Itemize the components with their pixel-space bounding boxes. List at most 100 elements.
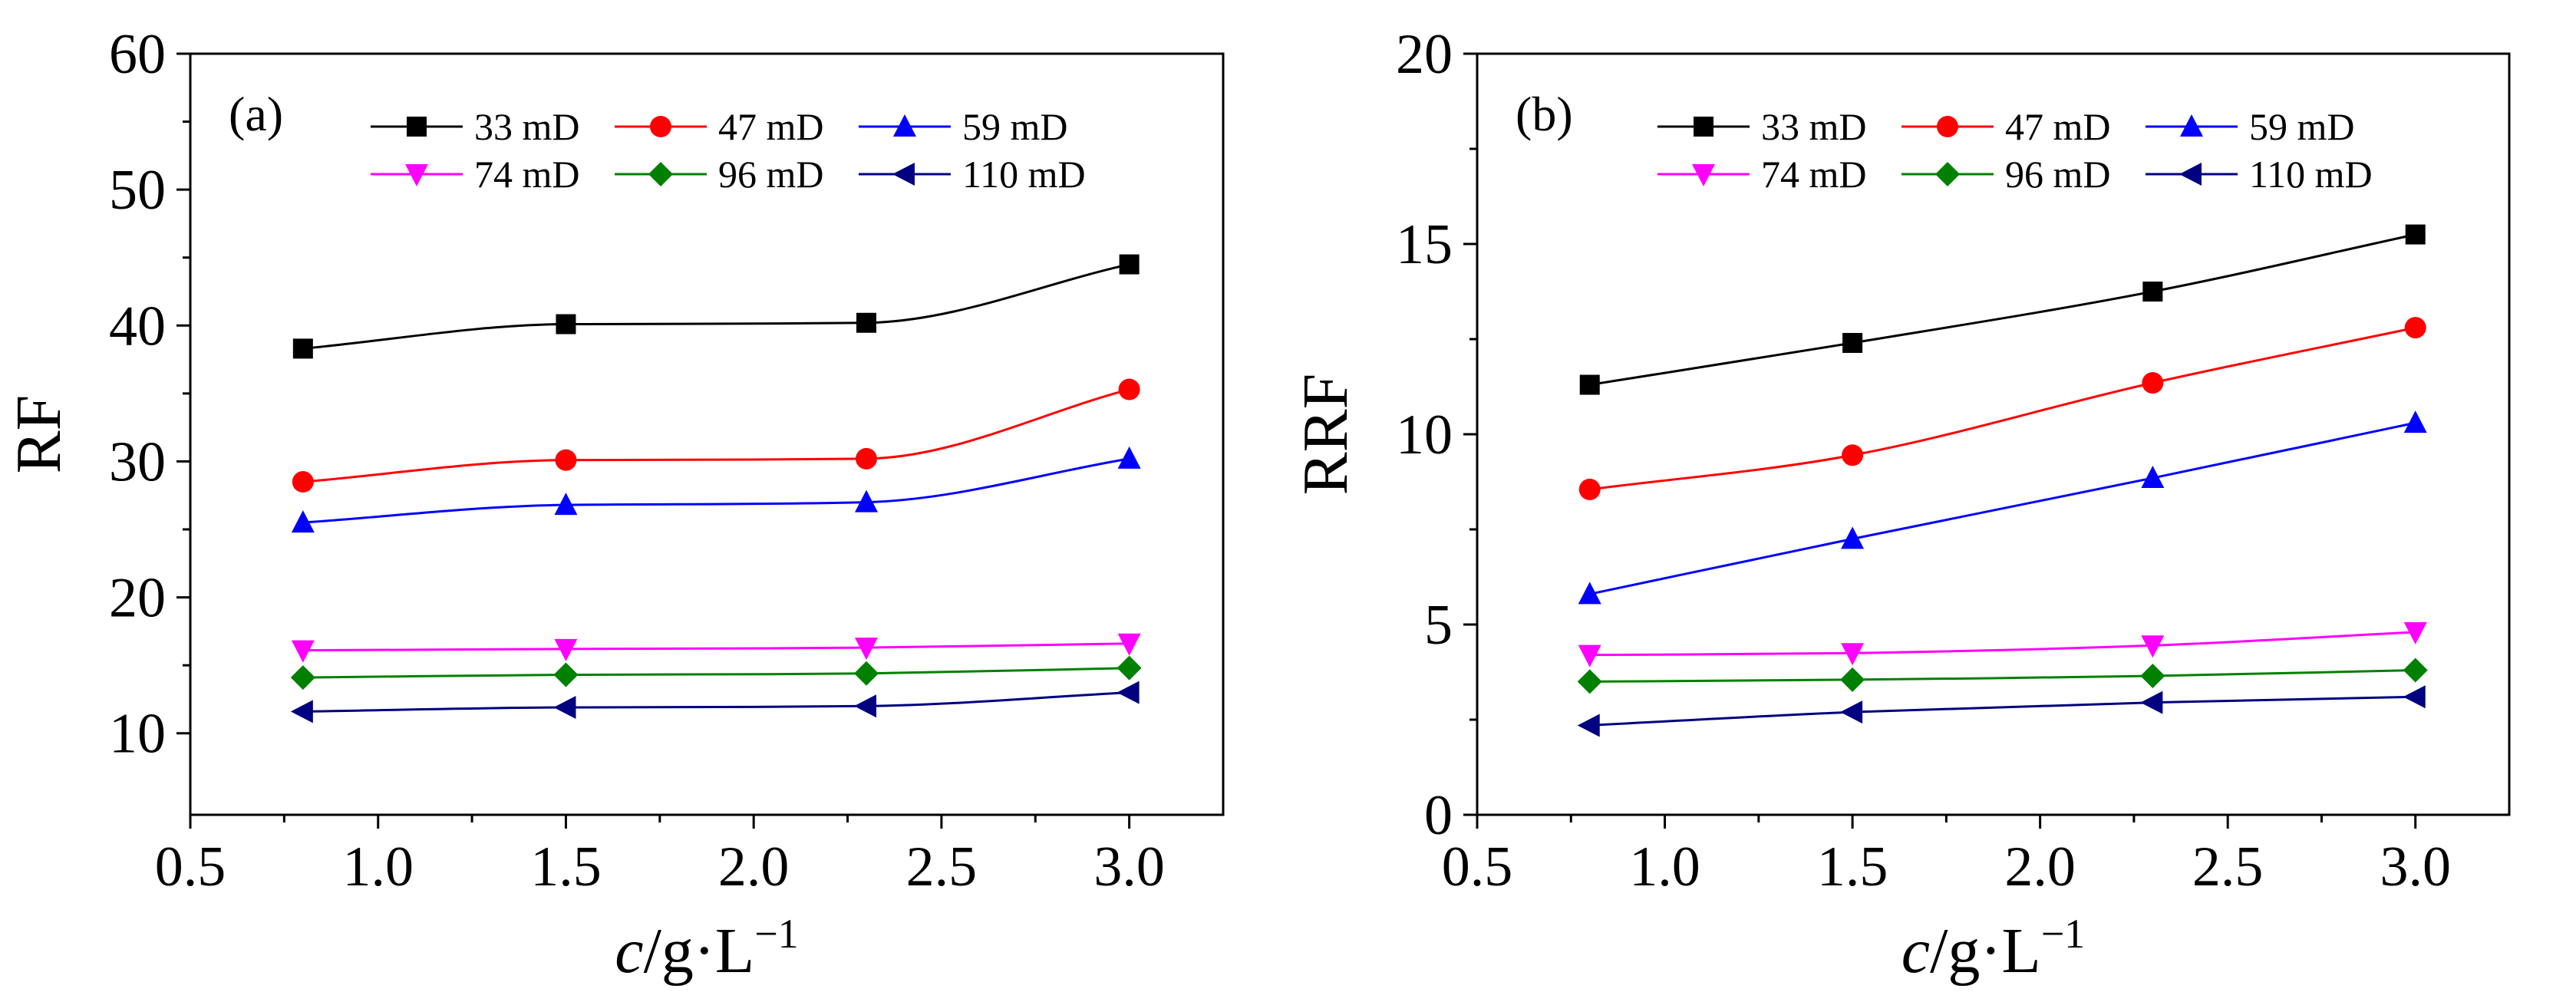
data-point (1117, 633, 1141, 656)
panel-label: (a) (229, 87, 283, 141)
data-point (291, 640, 315, 663)
legend-item: 47 mD (615, 105, 824, 148)
y-tick-label: 60 (109, 23, 166, 86)
y-axis-title: RRF (1290, 374, 1361, 496)
legend-marker (2180, 114, 2203, 137)
legend-marker (405, 164, 428, 186)
series-line (1589, 669, 2416, 683)
x-axis-title-exponent: −1 (2041, 911, 2085, 957)
y-tick-label: 20 (1396, 23, 1453, 86)
x-tick-label: 2.0 (2004, 836, 2076, 898)
series-74-mD (291, 633, 1141, 663)
data-point (1117, 446, 1141, 469)
series-line (302, 642, 1130, 652)
data-point (1578, 478, 1601, 500)
panel-b-chart: 0.5 1.0 1.5 2.0 2.5 3.0 0 5 10 15 20 RRF c/g·L−1 (b) 3… (1290, 23, 2511, 987)
legend-marker (1935, 162, 1960, 186)
x-tick-label: 1.5 (1817, 836, 1888, 898)
legend-label: 110 mD (962, 153, 1086, 196)
x-tick-label: 2.0 (718, 836, 790, 898)
data-point (2140, 663, 2165, 688)
data-point (1577, 714, 1600, 737)
data-point (292, 471, 314, 493)
series-33-mD (292, 254, 1140, 359)
legend-label: 74 mD (1761, 153, 1867, 196)
legend-item: 59 mD (859, 105, 1068, 148)
y-tick-label: 20 (109, 567, 166, 630)
data-point (856, 447, 878, 470)
legend-label: 47 mD (2005, 105, 2111, 148)
data-point (2142, 282, 2163, 302)
series-96-mD (290, 655, 1142, 691)
series-line (302, 667, 1130, 679)
data-point (2142, 372, 2164, 394)
legend-item: 47 mD (1901, 105, 2111, 148)
series-line (1589, 326, 2416, 491)
data-point (290, 700, 313, 723)
legend-item: 96 mD (615, 153, 824, 196)
data-point (1579, 374, 1600, 395)
data-point (2405, 224, 2426, 245)
panel-label: (b) (1516, 87, 1573, 141)
series-59-mD (1578, 410, 2427, 605)
series-line (302, 457, 1130, 524)
series-line (1589, 695, 2416, 727)
series-47-mD (1578, 317, 2426, 500)
data-point (2403, 685, 2426, 709)
x-tick-label: 1.5 (530, 836, 602, 898)
y-tick-label: 0 (1424, 784, 1453, 847)
x-axis-title-unit: /g·L (644, 915, 755, 987)
data-point (2403, 658, 2428, 683)
data-point (1841, 643, 1865, 666)
legend-label: 59 mD (962, 105, 1068, 148)
x-tick-label: 0.5 (155, 836, 226, 898)
plot-frame (189, 52, 1225, 816)
data-point (1118, 378, 1140, 400)
data-point (556, 314, 576, 335)
x-axis-title-exponent: −1 (754, 911, 798, 957)
legend-item: 59 mD (2146, 105, 2355, 148)
legend-marker (407, 117, 427, 137)
data-point (1577, 669, 1602, 694)
y-tick-label: 10 (109, 703, 166, 766)
x-tick-label: 2.5 (2192, 836, 2264, 898)
y-tick-label: 50 (109, 159, 166, 222)
data-point (855, 638, 879, 661)
legend-item: 110 mD (2146, 153, 2373, 196)
legend-marker (648, 162, 673, 186)
data-point (855, 489, 879, 513)
series-line (302, 263, 1130, 350)
data-point (2403, 410, 2427, 433)
series-110-mD (290, 681, 1140, 723)
data-point (854, 661, 879, 686)
data-point (1842, 444, 1864, 466)
y-tick-label: 40 (109, 295, 166, 358)
data-point (1840, 667, 1865, 692)
data-point (553, 662, 579, 687)
series-110-mD (1577, 685, 2426, 737)
legend-label: 33 mD (1761, 105, 1867, 148)
data-point (1841, 526, 1865, 549)
x-tick-label: 3.0 (1093, 836, 1165, 898)
legend-item: 74 mD (371, 153, 580, 196)
data-point (1119, 254, 1140, 275)
data-point (2404, 317, 2426, 339)
series-47-mD (292, 378, 1140, 493)
data-point (290, 665, 315, 691)
data-point (291, 510, 315, 533)
data-point (554, 493, 578, 516)
data-point (1842, 332, 1863, 353)
series-59-mD (291, 446, 1141, 533)
legend-item: 74 mD (1657, 153, 1867, 196)
legend-item: 96 mD (1901, 153, 2111, 196)
data-point (554, 638, 578, 661)
series-line (302, 388, 1130, 483)
series-line (1589, 631, 2416, 657)
data-point (856, 312, 877, 333)
legend-marker (2179, 163, 2202, 186)
legend-item: 33 mD (1657, 105, 1867, 148)
data-point (2140, 691, 2163, 714)
x-axis-title-variable: c (1901, 915, 1930, 987)
legend-label: 59 mD (2249, 105, 2355, 148)
data-point (854, 694, 877, 718)
